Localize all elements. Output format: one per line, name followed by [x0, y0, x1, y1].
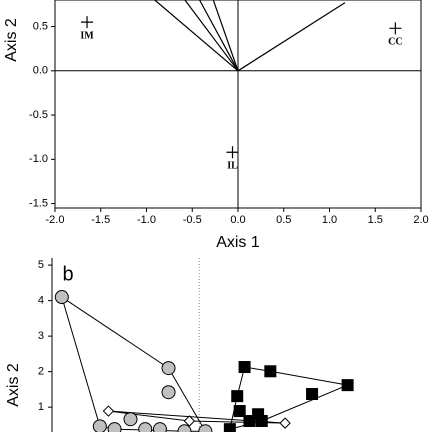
point — [123, 412, 138, 427]
point — [255, 414, 268, 427]
x-tick-label: 0.5 — [276, 214, 291, 226]
point — [226, 146, 239, 159]
point — [138, 422, 153, 432]
y-axis-title: Axis 2 — [5, 363, 22, 407]
y-tick-label: 0.0 — [33, 65, 48, 77]
point — [183, 415, 196, 427]
point — [54, 290, 69, 305]
y-tick-label: 3 — [38, 330, 44, 342]
point — [238, 361, 251, 374]
plot-area — [54, 258, 354, 432]
y-tick-label: -1.0 — [29, 153, 48, 165]
vector — [184, 0, 239, 72]
point — [264, 365, 277, 378]
y-tick-label: -0.5 — [29, 109, 48, 121]
x-tick-label: -1.5 — [91, 214, 110, 226]
x-tick-label: 1.5 — [368, 214, 383, 226]
plot-area — [55, 0, 421, 208]
point — [81, 16, 94, 29]
vector — [154, 0, 239, 72]
y-tick-label: 0.5 — [33, 20, 48, 32]
x-tick-label: 2.0 — [413, 214, 428, 226]
point — [152, 422, 167, 432]
point-label: IM — [80, 30, 94, 41]
x-tick-label: 0.0 — [230, 214, 245, 226]
x-axis-title: Axis 1 — [216, 234, 260, 251]
point — [107, 422, 122, 432]
y-tick-label: 1 — [38, 401, 44, 413]
point — [102, 405, 115, 417]
point — [306, 388, 319, 401]
y-tick-label: 4 — [38, 295, 44, 307]
point — [161, 385, 176, 400]
point-label: CC — [388, 37, 402, 48]
point — [161, 361, 176, 376]
vector — [237, 2, 346, 72]
panel-label: b — [62, 263, 73, 285]
point — [243, 414, 256, 427]
x-tick-label: -2.0 — [46, 214, 65, 226]
x-tick-label: -1.0 — [137, 214, 156, 226]
y-tick-label: -1.5 — [29, 197, 48, 209]
point — [279, 417, 291, 429]
point-label: IL — [227, 161, 238, 172]
hull — [60, 295, 207, 432]
y-tick-label: 2 — [38, 366, 44, 378]
y-tick-label: 5 — [38, 259, 44, 271]
point — [341, 379, 354, 392]
point — [177, 424, 192, 432]
y-axis-title: Axis 2 — [3, 18, 20, 62]
x-tick-label: 1.0 — [322, 214, 337, 226]
point — [389, 22, 402, 35]
x-tick-label: -0.5 — [183, 214, 202, 226]
point — [223, 423, 236, 432]
vector — [212, 0, 239, 72]
hull — [108, 410, 286, 424]
point — [92, 419, 107, 432]
vector — [199, 0, 239, 72]
point — [231, 390, 244, 403]
point — [198, 424, 213, 432]
point — [233, 405, 246, 418]
